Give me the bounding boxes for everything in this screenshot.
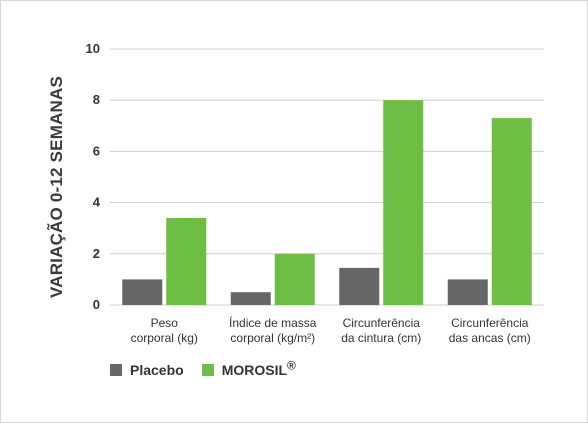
bar-morosil-0 xyxy=(166,217,207,305)
y-tick-label-6: 6 xyxy=(93,143,100,158)
legend: Placebo MOROSIL® xyxy=(110,358,314,378)
bar-placebo-0 xyxy=(122,279,163,305)
legend-swatch-placebo xyxy=(110,364,122,376)
bar-placebo-3 xyxy=(447,279,488,305)
legend-item-morosil: MOROSIL® xyxy=(201,358,296,378)
y-tick-label-10: 10 xyxy=(86,41,100,56)
y-tick-labels: 0 2 4 6 8 10 xyxy=(86,41,101,312)
x-category-label-3-line-1: das ancas (cm) xyxy=(449,331,531,345)
x-category-label-0-line-0: Peso xyxy=(151,316,179,330)
y-axis-label: VARIAÇÃO 0-12 SEMANAS xyxy=(46,76,66,298)
x-category-label-0-line-1: corporal (kg) xyxy=(131,331,198,345)
legend-label-morosil: MOROSIL® xyxy=(221,358,296,378)
bar-morosil-3 xyxy=(491,118,532,306)
bar-morosil-2 xyxy=(383,100,424,305)
legend-item-placebo: Placebo xyxy=(110,362,184,378)
bar-placebo-1 xyxy=(230,292,271,305)
legend-label-placebo: Placebo xyxy=(130,362,184,378)
legend-swatch-morosil xyxy=(201,364,214,376)
x-category-label-1-line-0: Índice de massa xyxy=(229,315,317,330)
x-category-label-2-line-0: Circunferência xyxy=(343,316,421,330)
x-category-label-2-line-1: da cintura (cm) xyxy=(341,331,421,345)
x-category-label-1-line-1: corporal (kg/m²) xyxy=(230,331,315,345)
y-tick-label-8: 8 xyxy=(93,92,100,107)
bars xyxy=(122,100,532,306)
bar-morosil-1 xyxy=(274,253,315,305)
x-category-label-3-line-0: Circunferência xyxy=(451,316,529,330)
y-tick-label-0: 0 xyxy=(93,297,100,312)
registered-mark: ® xyxy=(287,358,296,373)
y-tick-label-2: 2 xyxy=(93,246,100,261)
bar-placebo-2 xyxy=(339,267,380,305)
y-tick-label-4: 4 xyxy=(93,195,101,210)
